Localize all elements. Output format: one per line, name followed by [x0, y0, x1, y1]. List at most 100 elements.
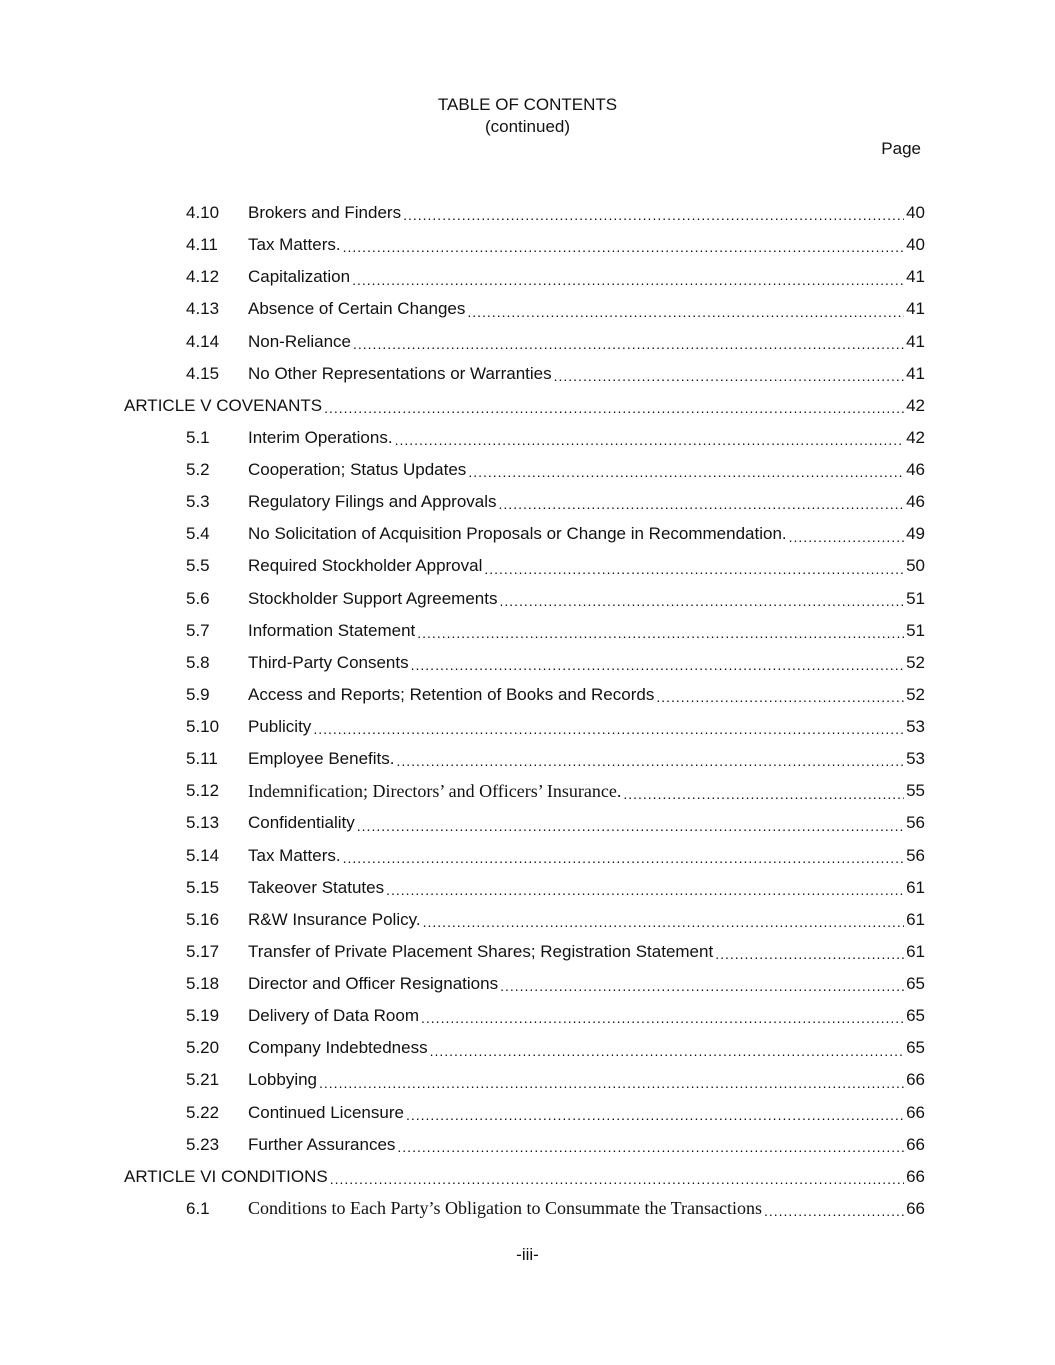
toc-entry[interactable]: 5.12 Indemnification; Directors’ and Offi… — [124, 775, 925, 807]
toc-article-entry[interactable]: ARTICLE VI CONDITIONS 66 — [124, 1161, 925, 1193]
section-title: Absence of Certain Changes — [248, 299, 466, 319]
toc-entry[interactable]: 4.11 Tax Matters. 40 — [124, 229, 925, 261]
toc-entry[interactable]: 4.13 Absence of Certain Changes 41 — [124, 293, 925, 325]
dot-leader — [468, 460, 904, 480]
section-number: 5.13 — [186, 813, 220, 833]
page-ref: 61 — [906, 877, 925, 897]
dot-leader — [343, 845, 904, 866]
section-number: 5.14 — [186, 845, 220, 865]
toc-entry[interactable]: 5.16 R&W Insurance Policy. 61 — [124, 904, 925, 936]
page-ref: 46 — [906, 492, 925, 512]
toc-entry[interactable]: 5.10 Publicity 53 — [124, 711, 925, 743]
toc-entry[interactable]: 5.14 Tax Matters. 56 — [124, 840, 925, 872]
section-number: 5.1 — [186, 427, 210, 447]
section-title: Further Assurances — [248, 1134, 396, 1154]
toc-entry[interactable]: 5.20 Company Indebtedness 65 — [124, 1032, 925, 1064]
page-ref: 41 — [906, 363, 925, 383]
section-number: 5.21 — [186, 1070, 220, 1090]
page-ref: 53 — [906, 717, 925, 737]
toc-entry[interactable]: 4.15 No Other Representations or Warranti… — [124, 358, 925, 390]
page-ref: 56 — [906, 813, 925, 833]
dot-leader — [789, 524, 904, 545]
section-title: Stockholder Support Agreements — [248, 588, 498, 608]
section-number: 4.12 — [186, 267, 220, 287]
page-ref: 41 — [906, 299, 925, 319]
page-ref: 61 — [906, 909, 925, 929]
section-title: Tax Matters. — [248, 235, 341, 255]
toc-entry[interactable]: 5.18 Director and Officer Resignations 65 — [124, 968, 925, 1000]
toc-entry[interactable]: 5.23 Further Assurances 66 — [124, 1129, 925, 1161]
toc-entry[interactable]: 5.3 Regulatory Filings and Approvals 46 — [124, 486, 925, 518]
toc-entry[interactable]: 5.21 Lobbying 66 — [124, 1064, 925, 1096]
section-title: Publicity — [248, 717, 312, 737]
dot-leader — [423, 910, 905, 930]
dot-leader — [499, 492, 905, 512]
section-number: 4.10 — [186, 203, 220, 223]
toc-entry[interactable]: 5.9 Access and Reports; Retention of Book… — [124, 679, 925, 711]
dot-leader — [623, 781, 904, 802]
section-title: Delivery of Data Room — [248, 1006, 420, 1026]
toc-list: 4.10 Brokers and Finders 40 4.11 Tax Matters… — [124, 197, 925, 1225]
section-number: 5.17 — [186, 941, 220, 961]
dot-leader — [324, 396, 904, 416]
section-title: No Solicitation of Acquisition Proposals… — [248, 524, 787, 544]
toc-entry[interactable]: 5.5 Required Stockholder Approval 50 — [124, 550, 925, 582]
dot-leader — [500, 974, 904, 994]
toc-entry[interactable]: 5.11 Employee Benefits. 53 — [124, 743, 925, 775]
toc-entry[interactable]: 5.13 Confidentiality 56 — [124, 807, 925, 839]
dot-leader — [396, 749, 904, 769]
page-ref: 49 — [906, 524, 925, 544]
page-ref: 65 — [906, 974, 925, 994]
section-number: 5.11 — [186, 749, 218, 769]
dot-leader — [395, 428, 905, 448]
section-title: Indemnification; Directors’ and Officers… — [248, 780, 622, 801]
page-ref: 66 — [906, 1070, 925, 1090]
section-number: 4.15 — [186, 363, 220, 383]
toc-entry[interactable]: 5.15 Takeover Statutes 61 — [124, 872, 925, 904]
section-number: 5.2 — [186, 460, 210, 480]
dot-leader — [397, 1134, 904, 1155]
toc-entry[interactable]: 4.12 Capitalization 41 — [124, 261, 925, 293]
toc-entry[interactable]: 5.8 Third-Party Consents 52 — [124, 647, 925, 679]
page-ref: 52 — [906, 684, 925, 704]
dot-leader — [554, 363, 904, 384]
toc-entry[interactable]: 5.2 Cooperation; Status Updates 46 — [124, 454, 925, 486]
toc-entry[interactable]: 5.6 Stockholder Support Agreements 51 — [124, 583, 925, 615]
page-ref: 42 — [906, 427, 925, 447]
toc-entry[interactable]: 5.4 No Solicitation of Acquisition Propos… — [124, 518, 925, 550]
page-ref: 51 — [906, 620, 925, 640]
toc-entry[interactable]: 4.10 Brokers and Finders 40 — [124, 197, 925, 229]
section-number: 4.14 — [186, 331, 220, 351]
toc-entry[interactable]: 5.17 Transfer of Private Placement Shares… — [124, 936, 925, 968]
page-number: -iii- — [516, 1245, 539, 1264]
page-ref: 50 — [906, 556, 925, 576]
toc-entry[interactable]: 5.22 Continued Licensure 66 — [124, 1097, 925, 1129]
section-title: Information Statement — [248, 620, 416, 640]
section-title: R&W Insurance Policy. — [248, 909, 421, 929]
dot-leader — [764, 1199, 904, 1219]
toc-entry[interactable]: 4.14 Non-Reliance 41 — [124, 326, 925, 358]
section-title: Interim Operations. — [248, 427, 393, 447]
page-ref: 51 — [906, 588, 925, 608]
page-ref: 41 — [906, 267, 925, 287]
page-ref: 42 — [906, 395, 925, 415]
page-ref: 66 — [906, 1198, 925, 1218]
page-ref: 55 — [906, 781, 925, 801]
section-number: 6.1 — [186, 1198, 210, 1218]
toc-article-entry[interactable]: ARTICLE V COVENANTS 42 — [124, 390, 925, 422]
toc-entry[interactable]: 6.1 Conditions to Each Party’s Obligation… — [124, 1193, 925, 1225]
dot-leader — [421, 1006, 904, 1026]
section-title: ARTICLE VI CONDITIONS — [124, 1166, 328, 1186]
toc-entry[interactable]: 5.19 Delivery of Data Room 65 — [124, 1000, 925, 1032]
section-number: 5.22 — [186, 1102, 220, 1122]
toc-entry[interactable]: 5.1 Interim Operations. 42 — [124, 422, 925, 454]
section-number: 5.7 — [186, 620, 210, 640]
dot-leader — [656, 685, 904, 705]
dot-leader — [484, 556, 904, 577]
section-number: 5.19 — [186, 1006, 220, 1026]
page-ref: 52 — [906, 652, 925, 672]
toc-entry[interactable]: 5.7 Information Statement 51 — [124, 615, 925, 647]
section-number: 5.20 — [186, 1038, 220, 1058]
dot-leader — [352, 267, 904, 288]
dot-leader — [313, 717, 904, 737]
